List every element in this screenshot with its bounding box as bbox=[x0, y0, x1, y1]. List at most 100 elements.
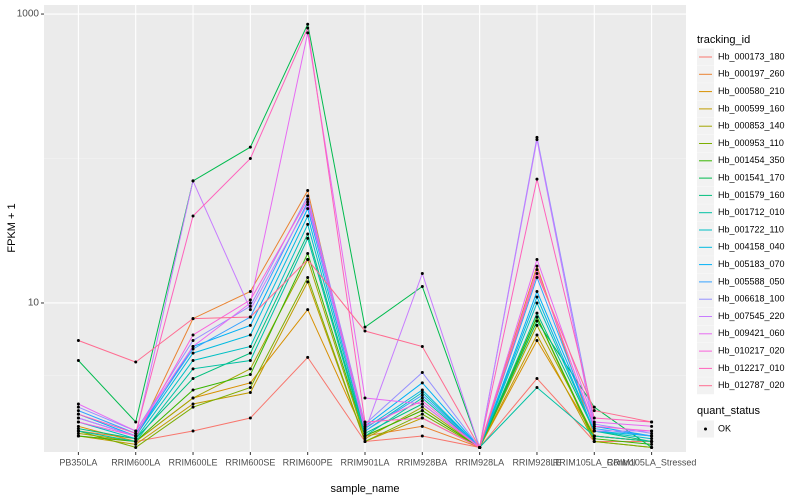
data-point bbox=[306, 276, 310, 280]
data-point bbox=[535, 301, 539, 305]
legend-label: Hb_009421_060 bbox=[718, 328, 785, 338]
data-point bbox=[650, 445, 654, 449]
legend-label: Hb_010217_020 bbox=[718, 345, 785, 355]
data-point bbox=[650, 437, 654, 441]
data-point bbox=[420, 344, 424, 348]
legend-label: Hb_000173_180 bbox=[718, 51, 785, 61]
data-point bbox=[535, 315, 539, 319]
data-point bbox=[535, 295, 539, 299]
data-point bbox=[420, 434, 424, 438]
data-point bbox=[650, 424, 654, 428]
legend-label: Hb_000953_110 bbox=[718, 138, 784, 148]
point-legend-swatch bbox=[704, 427, 707, 431]
x-tick-label: RRIM105LA_Control bbox=[553, 457, 636, 467]
x-tick-label: RRIM600LE bbox=[169, 457, 218, 467]
data-point bbox=[134, 442, 138, 446]
data-point bbox=[248, 381, 252, 385]
data-point bbox=[592, 405, 596, 409]
data-point bbox=[248, 308, 252, 312]
data-point bbox=[420, 412, 424, 416]
data-point bbox=[650, 442, 654, 446]
data-point bbox=[306, 203, 310, 207]
data-point bbox=[650, 439, 654, 443]
x-tick-label: RRIM901LA bbox=[340, 457, 389, 467]
data-point bbox=[191, 351, 195, 355]
data-point bbox=[191, 317, 195, 321]
data-point bbox=[191, 377, 195, 381]
data-point bbox=[306, 252, 310, 256]
data-point bbox=[191, 338, 195, 342]
data-point bbox=[363, 396, 367, 400]
data-point bbox=[363, 431, 367, 435]
data-point bbox=[76, 412, 80, 416]
data-point bbox=[76, 416, 80, 420]
legend-label: Hb_005588_050 bbox=[718, 276, 785, 286]
data-point bbox=[650, 434, 654, 438]
data-point bbox=[363, 424, 367, 428]
data-point bbox=[592, 416, 596, 420]
data-point bbox=[248, 290, 252, 294]
x-axis-title: sample_name bbox=[330, 483, 399, 495]
legend-label: Hb_001579_160 bbox=[718, 190, 785, 200]
data-point bbox=[363, 437, 367, 441]
data-point bbox=[306, 194, 310, 198]
data-point bbox=[535, 268, 539, 272]
data-point bbox=[306, 232, 310, 236]
data-point bbox=[535, 257, 539, 261]
data-point bbox=[306, 200, 310, 204]
data-point bbox=[420, 285, 424, 289]
data-point bbox=[592, 437, 596, 441]
data-point bbox=[191, 344, 195, 348]
data-point bbox=[535, 135, 539, 139]
x-tick-label: RRIM600LA bbox=[111, 457, 160, 467]
data-point bbox=[134, 439, 138, 443]
data-point bbox=[420, 402, 424, 406]
data-point bbox=[306, 22, 310, 26]
x-tick-label: RRIM600SE bbox=[225, 457, 275, 467]
data-point bbox=[191, 358, 195, 362]
data-point bbox=[306, 257, 310, 261]
legend-label: Hb_001541_170 bbox=[718, 172, 785, 182]
data-point bbox=[191, 367, 195, 371]
data-point bbox=[248, 301, 252, 305]
legend-label: Hb_006618_100 bbox=[718, 294, 785, 304]
data-point bbox=[76, 420, 80, 424]
legend-label: Hb_012787_020 bbox=[718, 380, 785, 390]
data-point bbox=[76, 409, 80, 413]
data-point bbox=[592, 439, 596, 443]
x-tick-label: PB350LA bbox=[59, 457, 97, 467]
legend-label: Hb_004158_040 bbox=[718, 242, 785, 252]
data-point bbox=[248, 358, 252, 362]
data-point bbox=[191, 429, 195, 433]
data-point bbox=[420, 393, 424, 397]
data-point bbox=[306, 189, 310, 193]
data-point bbox=[76, 434, 80, 438]
data-point bbox=[535, 323, 539, 327]
data-point bbox=[420, 271, 424, 275]
data-point bbox=[592, 429, 596, 433]
data-point bbox=[306, 198, 310, 202]
data-point bbox=[535, 271, 539, 275]
x-tick-label: RRIM600PE bbox=[283, 457, 333, 467]
data-point bbox=[248, 385, 252, 389]
data-point bbox=[363, 325, 367, 329]
data-point bbox=[76, 402, 80, 406]
data-point bbox=[248, 333, 252, 337]
data-point bbox=[306, 26, 310, 30]
data-point bbox=[191, 405, 195, 409]
legend-label: Hb_000197_260 bbox=[718, 69, 785, 79]
data-point bbox=[535, 338, 539, 342]
point-legend-label: OK bbox=[718, 423, 731, 433]
data-point bbox=[134, 429, 138, 433]
data-point bbox=[306, 207, 310, 211]
data-point bbox=[420, 388, 424, 392]
data-point bbox=[76, 429, 80, 433]
data-point bbox=[535, 385, 539, 389]
data-point bbox=[248, 323, 252, 327]
legend-label: Hb_000599_160 bbox=[718, 103, 785, 113]
data-point bbox=[76, 358, 80, 362]
data-point bbox=[535, 276, 539, 280]
data-point bbox=[248, 298, 252, 302]
